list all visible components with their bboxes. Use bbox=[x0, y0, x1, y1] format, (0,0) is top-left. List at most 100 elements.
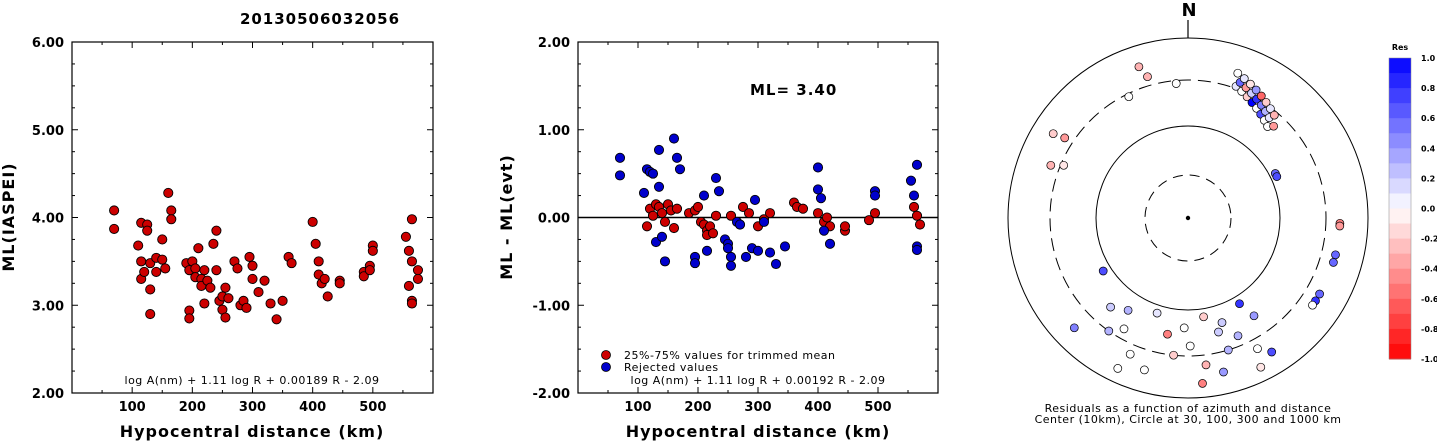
station-point bbox=[1219, 367, 1228, 377]
data-point bbox=[905, 175, 917, 186]
colorbar-cell bbox=[1389, 103, 1411, 119]
data-point bbox=[614, 170, 626, 181]
colorbar-cell bbox=[1389, 118, 1411, 134]
station-point bbox=[1223, 345, 1233, 355]
x-tick-label: 100 bbox=[119, 400, 146, 415]
plot2-equation: log A(nm) + 1.11 log R + 0.00192 R - 2.0… bbox=[631, 374, 886, 387]
data-point bbox=[713, 186, 725, 197]
data-point bbox=[869, 208, 881, 219]
x-tick-label: 200 bbox=[179, 400, 206, 415]
data-point bbox=[779, 241, 791, 252]
data-point bbox=[725, 210, 737, 221]
legend-marker-rejected bbox=[601, 362, 611, 372]
data-point bbox=[157, 234, 168, 245]
data-point bbox=[701, 245, 713, 256]
station-point bbox=[1048, 129, 1058, 139]
plot1-frame bbox=[71, 41, 434, 394]
data-point bbox=[406, 298, 417, 309]
plot2-x-ticks: 100 200 300 400 500 bbox=[607, 42, 909, 415]
data-point bbox=[752, 245, 764, 256]
data-point bbox=[400, 231, 411, 242]
colorbar-cell bbox=[1389, 253, 1411, 270]
data-point bbox=[821, 212, 833, 223]
data-point bbox=[722, 243, 734, 254]
station-point bbox=[1125, 349, 1135, 359]
data-point bbox=[241, 302, 252, 313]
data-point bbox=[247, 260, 258, 271]
data-point bbox=[403, 280, 414, 291]
data-point bbox=[641, 221, 653, 232]
station-point bbox=[1119, 324, 1129, 334]
polar-caption-line1: Residuals as a function of azimuth and d… bbox=[1045, 402, 1332, 415]
data-point bbox=[136, 256, 147, 267]
event-id-title: 20130506032056 bbox=[240, 10, 400, 28]
data-point bbox=[199, 265, 210, 276]
data-point bbox=[166, 205, 177, 216]
data-point bbox=[656, 231, 668, 242]
data-point bbox=[725, 260, 737, 271]
data-point bbox=[307, 216, 318, 227]
data-point bbox=[211, 265, 222, 276]
station-point bbox=[1152, 308, 1162, 318]
colorbar-tick-label: 0.4 bbox=[1421, 144, 1436, 153]
data-point bbox=[271, 314, 282, 325]
data-point bbox=[244, 251, 255, 263]
data-point bbox=[184, 313, 195, 324]
colorbar-cell bbox=[1389, 208, 1411, 225]
plot1-y-ticks: 2.00 3.00 4.00 5.00 6.00 bbox=[32, 36, 433, 402]
station-point bbox=[1106, 302, 1115, 312]
x-tick-label: 300 bbox=[239, 400, 266, 415]
station-point bbox=[1251, 85, 1261, 95]
data-point bbox=[406, 256, 417, 267]
data-point bbox=[157, 254, 168, 265]
polar-caption-line2: Center (10km), Circle at 30, 100, 300 an… bbox=[1035, 413, 1342, 426]
data-point bbox=[908, 190, 920, 201]
plot1-x-ticks: 100 200 300 400 500 bbox=[101, 42, 404, 415]
data-point bbox=[863, 215, 875, 226]
station-point bbox=[1217, 318, 1227, 327]
colorbar-cell bbox=[1389, 73, 1411, 89]
data-point bbox=[818, 225, 830, 236]
data-point bbox=[199, 298, 210, 309]
legend-marker-trimmed bbox=[601, 350, 611, 360]
colorbar-cell bbox=[1389, 283, 1411, 300]
data-point bbox=[334, 278, 345, 289]
data-point bbox=[259, 275, 270, 286]
data-point bbox=[734, 219, 746, 230]
station-point bbox=[1272, 172, 1282, 181]
colorbar-tick-label: -1.0 bbox=[1421, 355, 1437, 364]
data-point bbox=[725, 251, 737, 263]
station-points bbox=[1046, 62, 1345, 388]
colorbar-tick-label: 0.0 bbox=[1421, 205, 1436, 214]
y-tick-label: 0.00 bbox=[538, 212, 570, 227]
plot2-x-axis-label: Hypocentral distance (km) bbox=[626, 422, 891, 441]
station-point bbox=[1124, 92, 1134, 102]
station-point bbox=[1308, 300, 1317, 310]
station-point bbox=[1113, 364, 1123, 373]
data-point bbox=[220, 282, 231, 293]
station-point bbox=[1331, 250, 1340, 260]
station-point bbox=[1069, 323, 1079, 333]
data-point bbox=[656, 208, 668, 219]
residual-colorbar: Res 1.0 0.8 0.6 0.4 0.2 0.0 -0.2 -0.4 -0.6 -0.8 -1… bbox=[1388, 43, 1437, 364]
station-point bbox=[1315, 289, 1324, 299]
colorbar-tick-label: 0.2 bbox=[1421, 174, 1435, 183]
x-tick-label: 300 bbox=[744, 400, 771, 415]
data-point bbox=[671, 203, 683, 214]
data-point bbox=[232, 263, 243, 274]
station-point bbox=[1233, 331, 1243, 341]
station-point bbox=[1179, 323, 1189, 333]
station-point bbox=[1235, 299, 1244, 309]
data-point bbox=[743, 208, 755, 219]
data-point bbox=[364, 265, 375, 276]
colorbar-cell bbox=[1389, 163, 1411, 179]
data-point bbox=[749, 194, 761, 205]
y-tick-label: 3.00 bbox=[32, 299, 64, 314]
station-point bbox=[1269, 110, 1279, 120]
data-point bbox=[812, 162, 824, 173]
colorbar-tick-label: -0.2 bbox=[1421, 235, 1437, 244]
data-point bbox=[412, 265, 424, 276]
data-point bbox=[647, 210, 659, 221]
data-point bbox=[638, 187, 650, 198]
station-point bbox=[1185, 341, 1195, 351]
